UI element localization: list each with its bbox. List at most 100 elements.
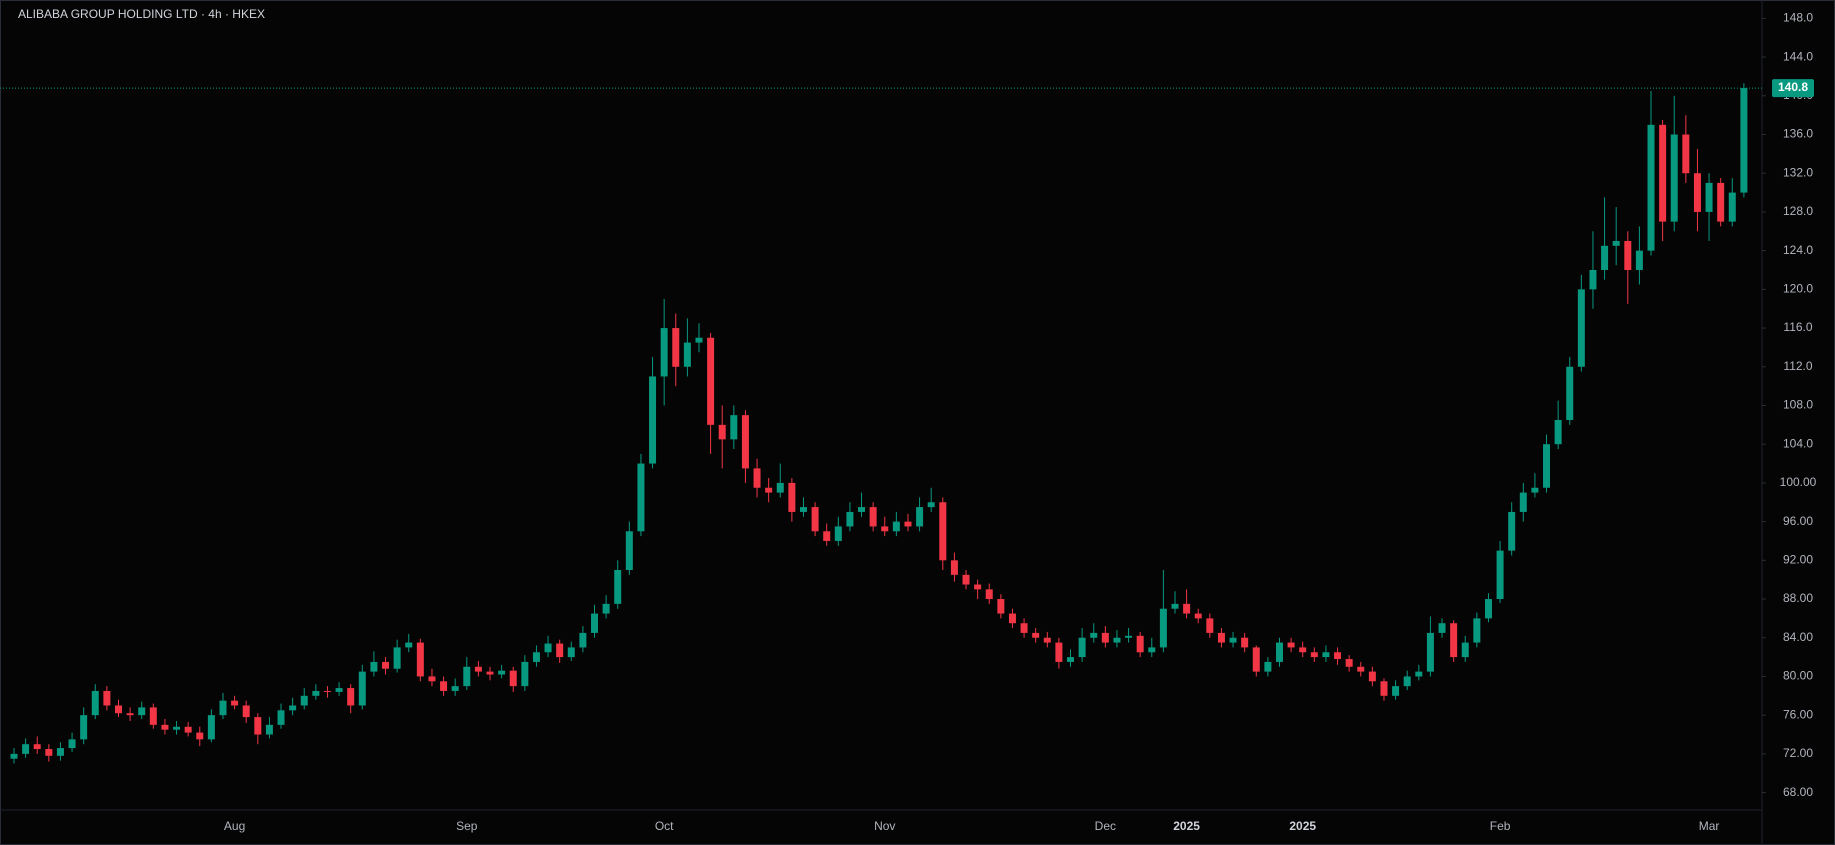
y-tick-label: 120.0 [1783, 282, 1813, 296]
candle-body [730, 415, 738, 440]
candle-body [1624, 240, 1632, 270]
x-tick-label: Mar [1699, 819, 1720, 833]
candle-body [602, 603, 610, 614]
candle-body [532, 652, 540, 662]
x-tick-label: 2025 [1173, 819, 1200, 833]
candle-body [1484, 599, 1492, 619]
candle-body [695, 337, 703, 343]
candle-body [80, 715, 88, 740]
candle-body [974, 584, 982, 590]
y-tick-label: 144.0 [1783, 49, 1813, 63]
candle-body [1380, 681, 1388, 696]
candle-body [1612, 240, 1620, 246]
candle-body [509, 670, 517, 687]
candle-body [869, 507, 877, 527]
candle-body [1740, 88, 1748, 193]
candle-body [1171, 603, 1179, 609]
candle-body [1426, 632, 1434, 672]
candle-body [323, 690, 331, 692]
candle-body [579, 632, 587, 648]
y-tick-label: 136.0 [1783, 127, 1813, 141]
candle-body [834, 526, 842, 541]
candle-body [718, 424, 726, 440]
candle-body [1043, 637, 1051, 643]
candle-body [788, 482, 796, 512]
chart-title: ALIBABA GROUP HOLDING LTD · 4h · HKEX [18, 7, 265, 21]
candle-body [858, 507, 866, 512]
candle-body [1368, 671, 1376, 682]
candle-body [1392, 686, 1400, 696]
candle-body [811, 507, 819, 532]
candle-body [625, 531, 633, 570]
candle-body [300, 695, 308, 706]
candle-body [1473, 618, 1481, 643]
candle-body [114, 705, 122, 714]
candle-body [707, 337, 715, 425]
candle-body [1055, 642, 1063, 662]
candle-body [985, 589, 993, 600]
candle-body [463, 666, 471, 687]
candle-body [393, 647, 401, 669]
candle-body [637, 463, 645, 532]
candle-body [1334, 652, 1342, 660]
candle-body [846, 511, 854, 527]
y-tick-label: 112.0 [1783, 359, 1812, 373]
candle-body [1067, 657, 1075, 662]
candle-body [1299, 647, 1307, 653]
candle-body [1531, 487, 1539, 493]
candle-body [33, 744, 41, 750]
candle-body [753, 468, 761, 488]
candle-body [741, 415, 749, 469]
x-tick-label: Nov [874, 819, 895, 833]
candle-body [1728, 192, 1736, 222]
y-tick-label: 88.00 [1783, 591, 1813, 605]
y-tick-label: 76.00 [1783, 707, 1813, 721]
candle-body [1693, 173, 1701, 212]
candle-body [173, 726, 181, 730]
candle-body [149, 707, 157, 725]
candle-body [962, 574, 970, 585]
candle-body [1403, 676, 1411, 687]
candle-body [242, 705, 250, 718]
candle-body [486, 671, 494, 675]
candle-body [68, 739, 76, 749]
y-tick-label: 132.0 [1783, 165, 1813, 179]
candle-body [939, 502, 947, 561]
candle-body [1589, 270, 1597, 290]
candle-body [1659, 124, 1667, 222]
candle-body [289, 705, 297, 711]
candle-body [1635, 250, 1643, 270]
candle-body [799, 507, 807, 512]
last-price-box [1772, 79, 1814, 98]
candle-body [451, 686, 459, 691]
candle-body [649, 376, 657, 464]
candle-body [660, 328, 668, 377]
candle-body [1415, 671, 1423, 677]
y-tick-label: 108.0 [1783, 398, 1813, 412]
candle-body [1241, 637, 1249, 648]
candle-body [1194, 613, 1202, 619]
candle-body [927, 502, 935, 508]
candle-body [1566, 366, 1574, 420]
candle-body [416, 642, 424, 677]
x-tick-label: Aug [224, 819, 245, 833]
candle-body [1554, 420, 1562, 445]
candle-body [1543, 444, 1551, 488]
candle-body [498, 670, 506, 675]
candle-body [1113, 637, 1121, 643]
candle-body [1229, 637, 1237, 643]
candle-body [1345, 659, 1353, 667]
candle-body [1705, 182, 1713, 212]
candle-body [1322, 652, 1330, 658]
candle-body [474, 666, 482, 672]
candle-body [1670, 134, 1678, 222]
candle-body [567, 647, 575, 658]
x-tick-label: Oct [655, 819, 674, 833]
candle-body [1159, 608, 1167, 648]
last-price-label: 140.8 [1778, 80, 1808, 94]
candle-body [405, 642, 413, 648]
x-tick-label: Dec [1095, 819, 1116, 833]
candle-body [1078, 637, 1086, 658]
candle-body [277, 710, 285, 725]
candle-body [776, 482, 784, 493]
